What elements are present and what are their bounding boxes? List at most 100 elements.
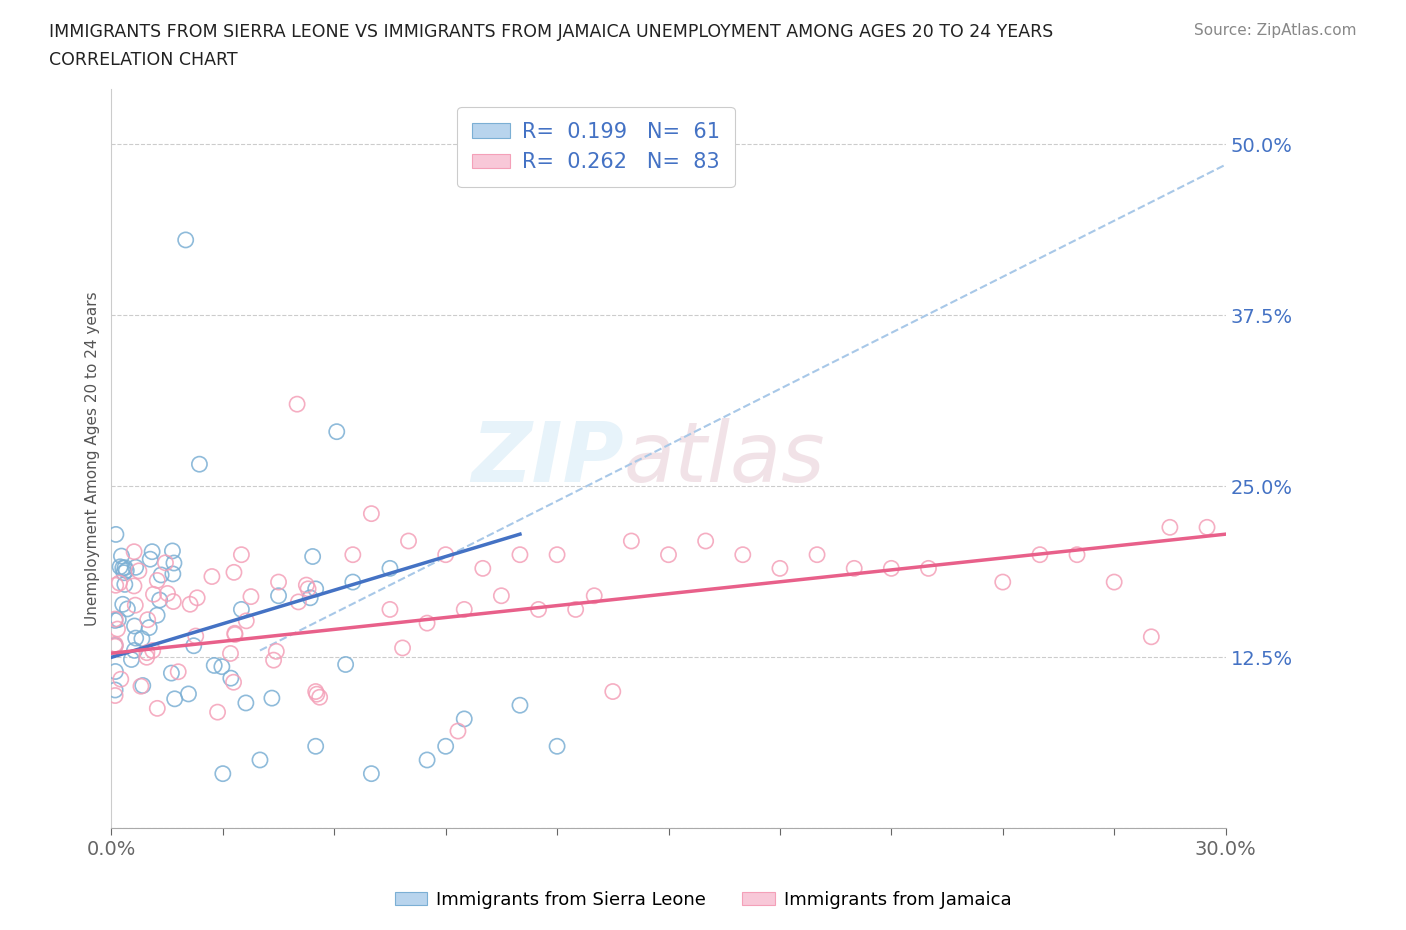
Point [110,671,132,686]
Point [297,581,319,596]
Point [266,644,288,658]
Point [124,598,146,613]
Point [806,547,828,562]
Point [391,641,413,656]
Point [447,724,470,738]
Point [124,643,146,658]
Point [108,576,131,591]
Point [162,566,184,581]
Point [162,543,184,558]
Point [202,658,225,673]
Text: atlas: atlas [624,418,825,499]
Point [295,578,318,592]
Y-axis label: Unemployment Among Ages 20 to 24 years: Unemployment Among Ages 20 to 24 years [86,292,100,626]
Point [138,620,160,635]
Point [104,683,127,698]
Point [342,575,364,590]
Point [416,616,439,631]
Point [186,591,208,605]
Point [1195,520,1218,535]
Point [211,659,233,674]
Point [111,561,134,576]
Point [224,627,246,642]
Legend: R=  0.199   N=  61, R=  0.262   N=  83: R= 0.199 N= 61, R= 0.262 N= 83 [457,107,735,187]
Point [222,675,245,690]
Point [326,424,349,439]
Point [1140,630,1163,644]
Point [211,766,233,781]
Point [149,592,172,607]
Point [104,664,127,679]
Point [124,560,146,575]
Point [1066,547,1088,562]
Point [129,679,152,694]
Point [434,547,457,562]
Point [104,688,127,703]
Point [142,644,165,658]
Point [124,618,146,633]
Point [546,547,568,562]
Point [1159,520,1181,535]
Point [491,589,513,604]
Point [844,561,866,576]
Point [162,594,184,609]
Text: IMMIGRANTS FROM SIERRA LEONE VS IMMIGRANTS FROM JAMAICA UNEMPLOYMENT AMONG AGES : IMMIGRANTS FROM SIERRA LEONE VS IMMIGRAN… [49,23,1053,41]
Point [174,232,197,247]
Point [122,544,145,559]
Point [991,575,1014,590]
Point [434,738,457,753]
Point [107,621,129,636]
Point [135,645,157,660]
Point [219,646,242,661]
Point [360,766,382,781]
Point [156,586,179,601]
Point [155,555,177,570]
Point [141,544,163,559]
Point [177,686,200,701]
Point [104,637,127,652]
Point [114,560,136,575]
Point [416,752,439,767]
Point [104,613,127,628]
Point [114,577,136,591]
Point [305,738,328,753]
Point [115,564,138,578]
Point [167,664,190,679]
Text: CORRELATION CHART: CORRELATION CHART [49,51,238,69]
Legend: Immigrants from Sierra Leone, Immigrants from Jamaica: Immigrants from Sierra Leone, Immigrants… [388,884,1018,916]
Point [104,578,127,592]
Point [235,614,257,629]
Point [135,650,157,665]
Point [183,638,205,653]
Point [301,549,323,564]
Point [146,701,169,716]
Point [267,575,290,590]
Point [120,652,142,667]
Point [142,587,165,602]
Point [108,559,131,574]
Point [107,612,129,627]
Point [657,547,679,562]
Text: Source: ZipAtlas.com: Source: ZipAtlas.com [1194,23,1357,38]
Point [305,684,328,699]
Point [509,547,531,562]
Point [305,686,328,701]
Point [249,752,271,767]
Point [564,602,586,617]
Point [398,534,420,549]
Point [163,555,186,570]
Point [112,565,135,580]
Point [305,581,328,596]
Point [546,738,568,753]
Point [308,690,330,705]
Point [104,639,127,654]
Point [299,591,322,605]
Point [184,629,207,644]
Point [471,561,494,576]
Point [146,608,169,623]
Point [769,561,792,576]
Point [285,397,308,412]
Point [150,567,173,582]
Point [731,547,754,562]
Point [188,457,211,472]
